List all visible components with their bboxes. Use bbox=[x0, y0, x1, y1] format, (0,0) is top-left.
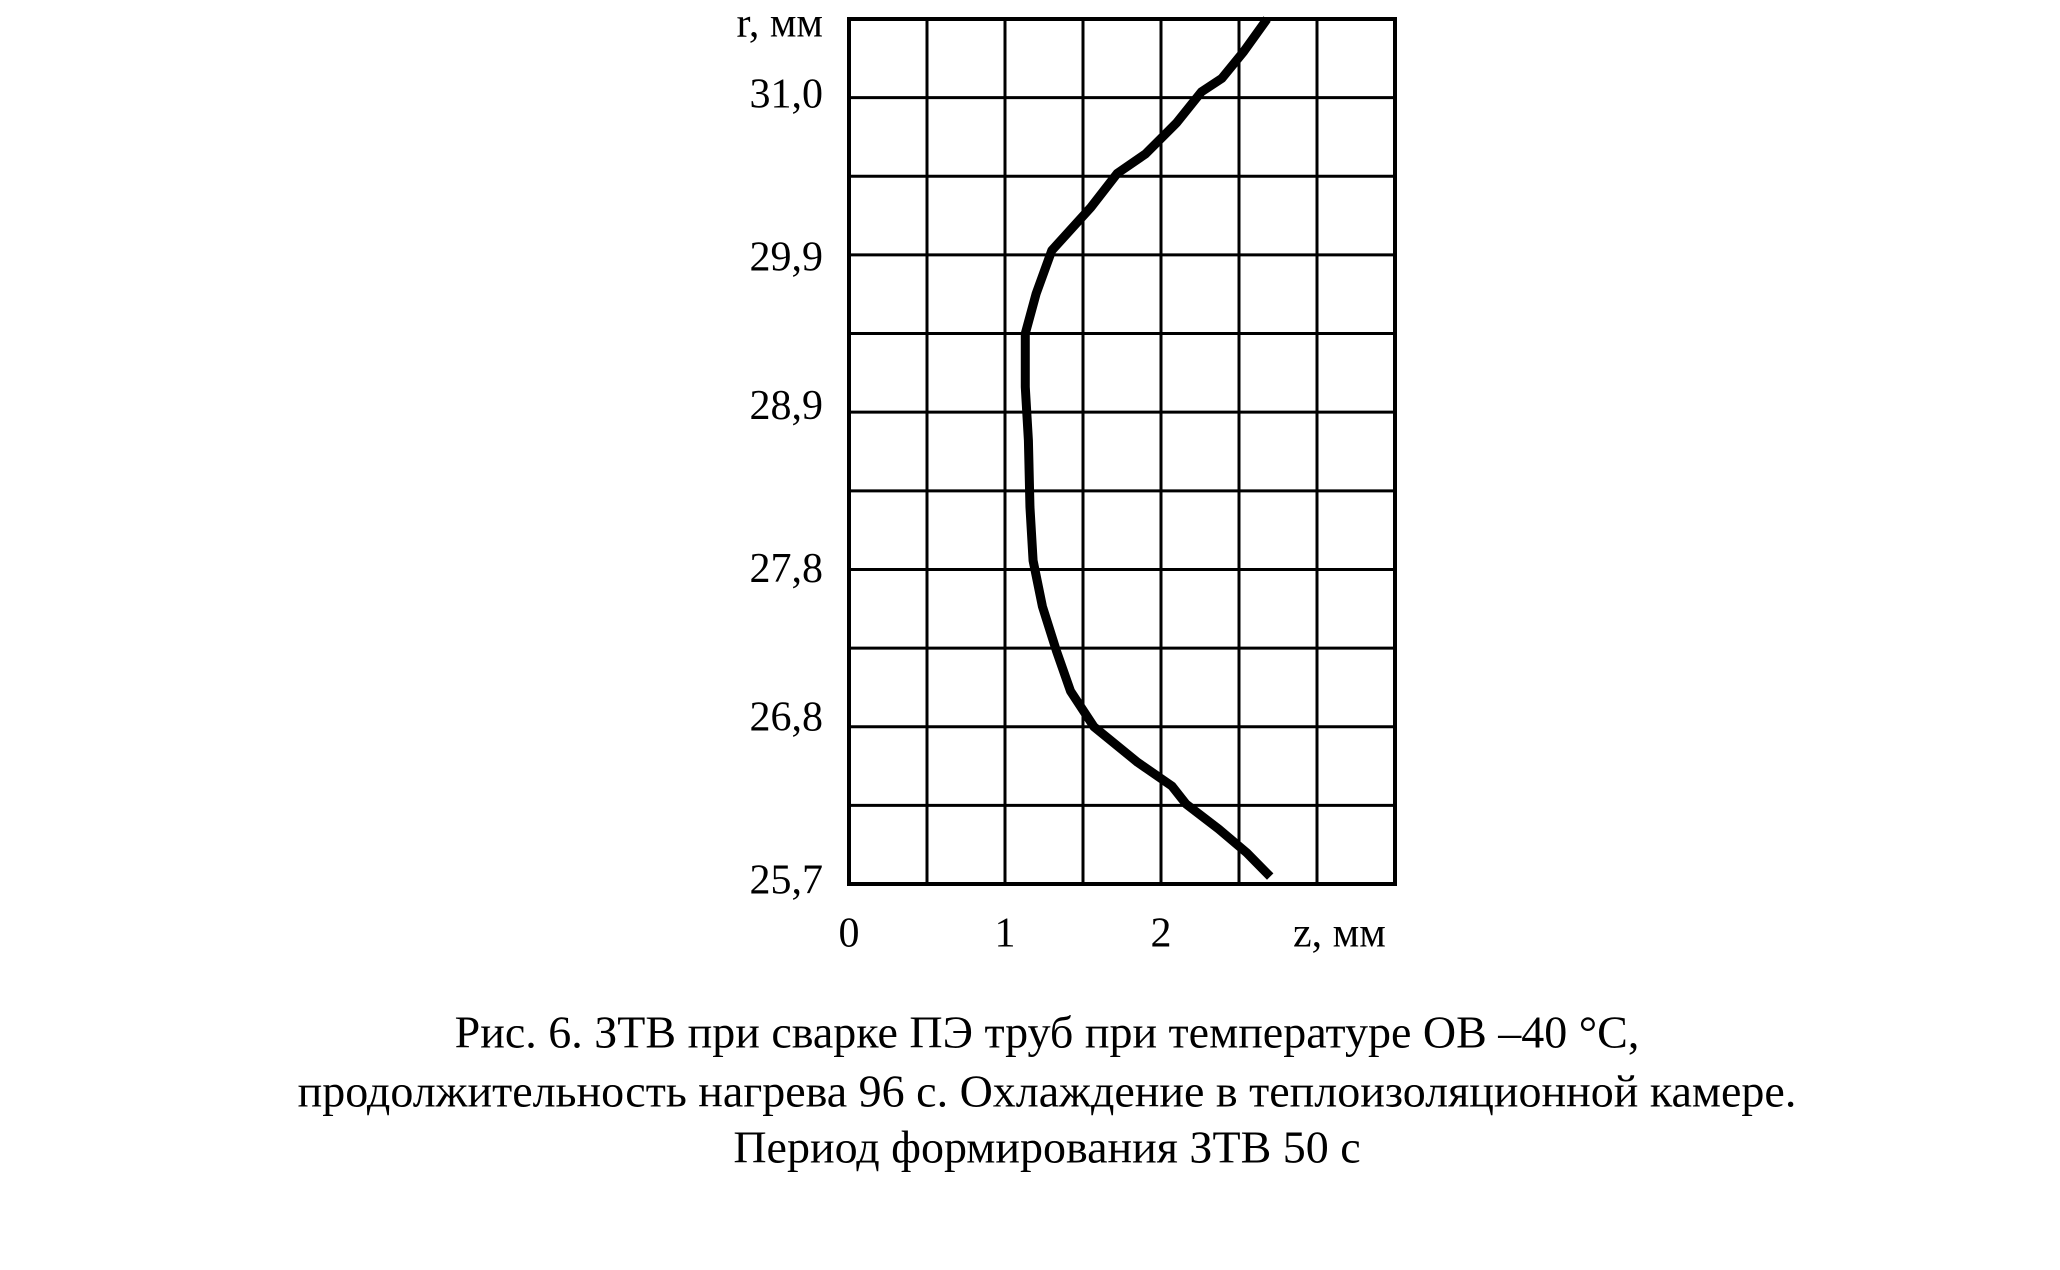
y-tick-label: 29,9 bbox=[750, 234, 824, 280]
caption: Период формирования ЗТВ 50 с bbox=[733, 1122, 1360, 1173]
caption: Рис. 6. ЗТВ при сварке ПЭ труб при темпе… bbox=[455, 1007, 1640, 1058]
x-tick-label: 1 bbox=[995, 911, 1016, 957]
y-tick-label: 25,7 bbox=[750, 858, 824, 904]
y-axis-label: r, мм bbox=[737, 1, 823, 47]
y-tick-label: 28,9 bbox=[750, 383, 824, 429]
y-tick-label: 27,8 bbox=[750, 546, 824, 592]
caption: продолжительность нагрева 96 с. Охлажден… bbox=[298, 1066, 1797, 1117]
plot-frame bbox=[847, 17, 1397, 886]
y-tick-label: 26,8 bbox=[750, 694, 824, 740]
x-axis-label: z, мм bbox=[1293, 911, 1386, 957]
x-tick-label: 0 bbox=[839, 911, 860, 957]
data-line bbox=[1020, 16, 1274, 880]
y-tick-label: 31,0 bbox=[750, 71, 824, 117]
x-tick-label: 2 bbox=[1151, 911, 1172, 957]
